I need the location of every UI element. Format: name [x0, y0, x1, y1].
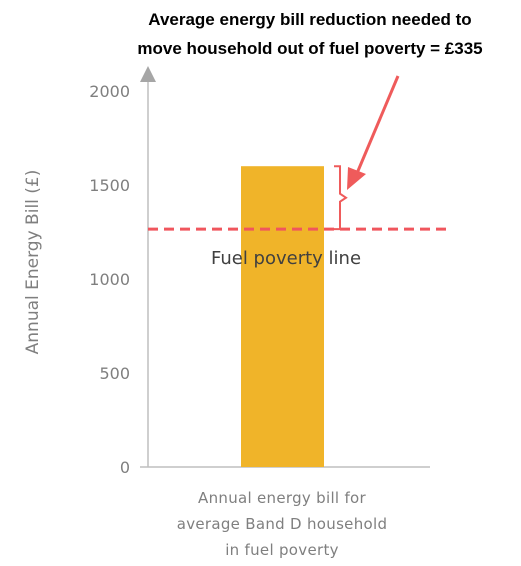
y-tick-label: 0 — [120, 458, 130, 477]
y-tick-label: 1000 — [89, 270, 130, 289]
x-category-label-line-3: in fuel poverty — [225, 541, 339, 559]
y-tick-label: 1500 — [89, 176, 130, 195]
y-axis-label: Annual Energy Bill (£) — [23, 170, 43, 355]
y-tick-label: 2000 — [89, 82, 130, 101]
y-tick-label: 500 — [99, 364, 130, 383]
reduction-gap-bracket — [334, 165, 348, 231]
callout-arrow-shaft — [353, 75, 400, 179]
x-category-label-line-2: average Band D household — [177, 515, 388, 533]
fuel-poverty-line-label: Fuel poverty line — [211, 248, 361, 269]
callout-arrowhead — [347, 167, 366, 190]
chart-title-line-2: move household out of fuel poverty = £33… — [137, 39, 482, 58]
y-axis-arrowhead — [140, 66, 156, 82]
chart-title-line-1: Average energy bill reduction needed to — [148, 10, 471, 29]
bar-band-d-household — [241, 166, 324, 467]
x-category-label-line-1: Annual energy bill for — [198, 489, 366, 507]
